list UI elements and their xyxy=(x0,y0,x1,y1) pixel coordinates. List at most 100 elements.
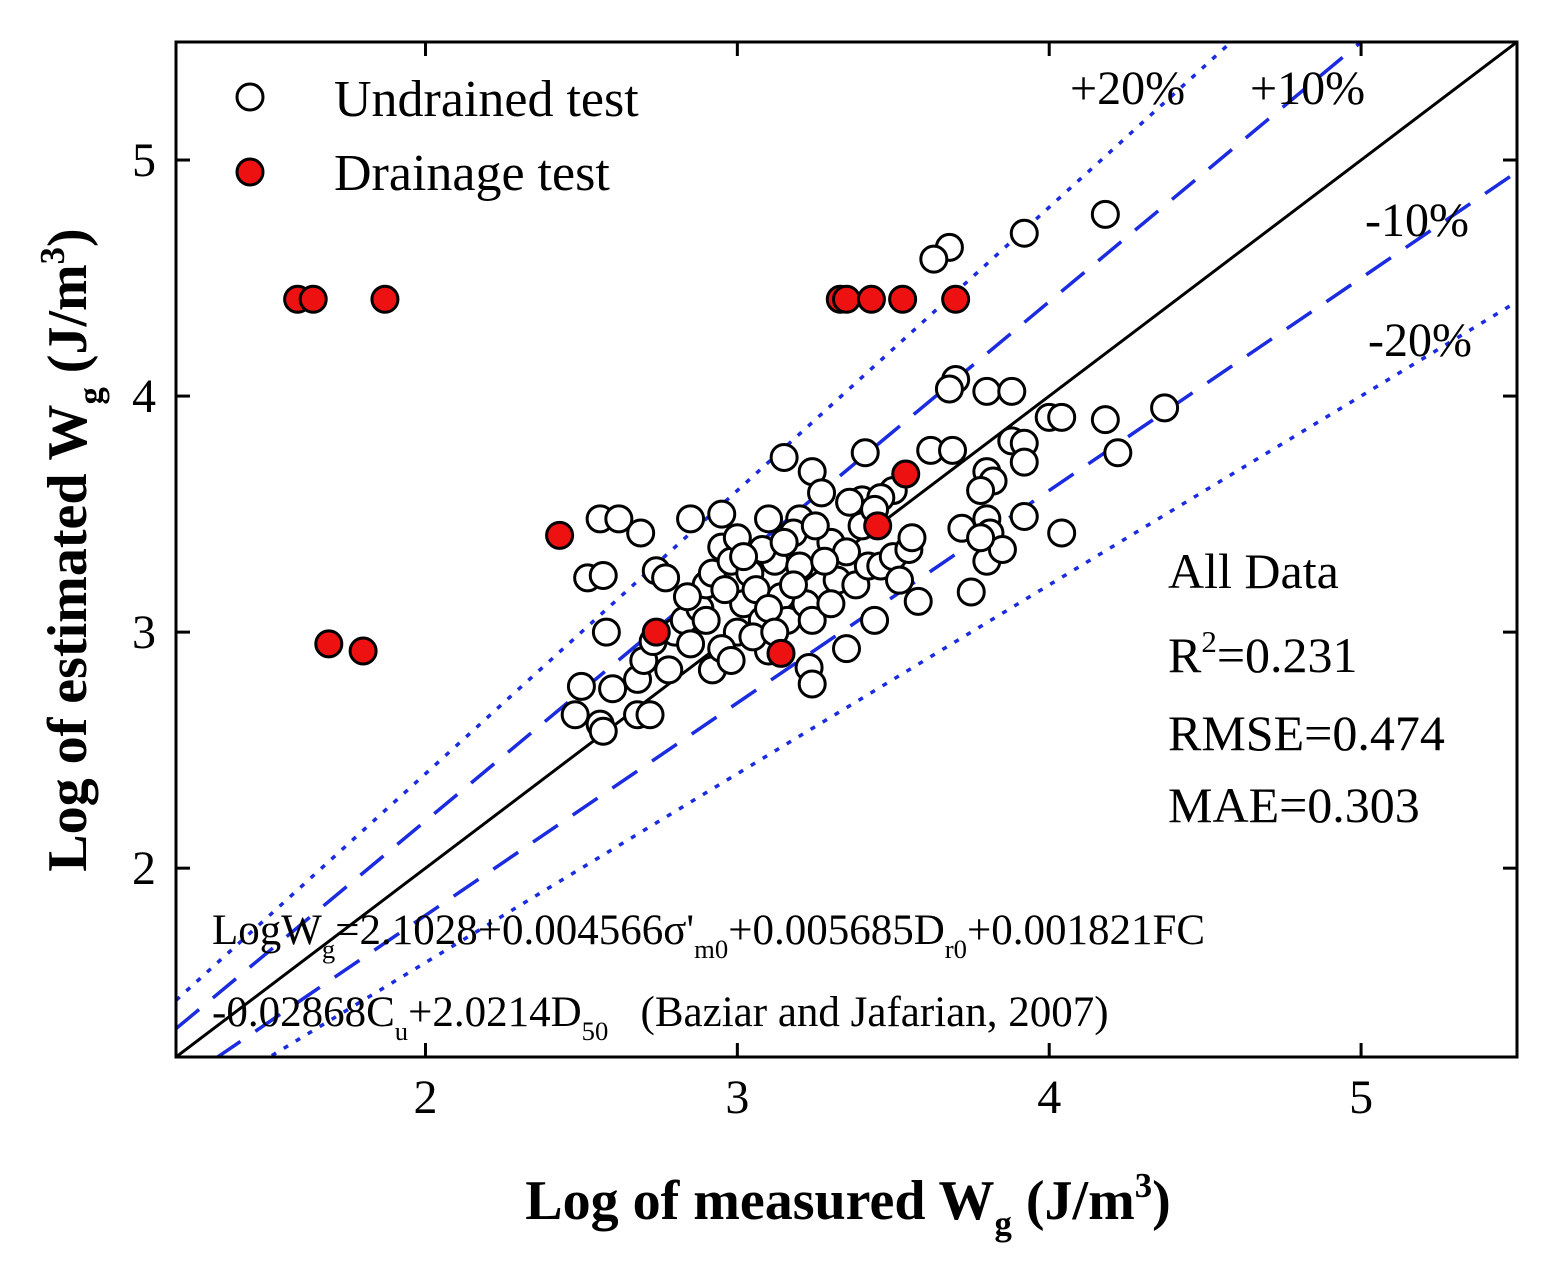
reference-line-minus10 xyxy=(214,170,1517,1057)
x-tick-label: 3 xyxy=(725,1071,749,1124)
undrained-point xyxy=(897,523,927,553)
y-title-main: Log of estimated W xyxy=(37,405,99,872)
formula-line-2-part: +2.0214D xyxy=(408,989,582,1036)
formula: LogWg=2.1028+0.004566σ'm0+0.005685Dr0+0.… xyxy=(212,907,1205,1046)
stats-r2-label: R xyxy=(1168,627,1202,683)
x-tick-label: 5 xyxy=(1349,1071,1373,1124)
undrained-point xyxy=(651,563,681,593)
data-points xyxy=(283,199,1180,746)
undrained-point xyxy=(707,499,737,529)
formula-line-2-part: 50 xyxy=(582,1016,609,1046)
stats-r2-sup: 2 xyxy=(1201,624,1217,659)
legend: Undrained test Drainage test xyxy=(235,71,639,202)
stats-r2-value: =0.231 xyxy=(1217,627,1358,683)
x-title-main: Log of measured W xyxy=(525,1170,994,1232)
undrained-point xyxy=(1009,447,1039,477)
x-tick-label: 2 xyxy=(413,1071,437,1124)
undrained-point xyxy=(566,671,596,701)
formula-line-1-part: =2.1028+0.004566σ' xyxy=(335,907,694,954)
drainage-point xyxy=(370,284,400,314)
drainage-point xyxy=(888,284,918,314)
undrained-point xyxy=(850,438,880,468)
drainage-point xyxy=(766,638,796,668)
undrained-point xyxy=(676,629,706,659)
x-title-sup: 3 xyxy=(1135,1166,1152,1205)
x-title-sub: g xyxy=(995,1204,1013,1243)
stats-mae: MAE=0.303 xyxy=(1168,777,1420,833)
stats-block: All Data R2=0.231 RMSE=0.474 MAE=0.303 xyxy=(1168,543,1445,833)
band-label-plus10: +10% xyxy=(1250,62,1365,115)
plot-frame xyxy=(174,40,1519,1059)
undrained-point xyxy=(1009,501,1039,531)
formula-line-1: LogWg=2.1028+0.004566σ'm0+0.005685Dr0+0.… xyxy=(212,907,1205,964)
undrained-point xyxy=(672,582,702,612)
undrained-point xyxy=(938,435,968,465)
drainage-point xyxy=(348,636,378,666)
undrained-point xyxy=(1047,402,1077,432)
undrained-point xyxy=(769,527,799,557)
legend-label-undrained: Undrained test xyxy=(334,71,639,128)
undrained-point xyxy=(1090,405,1120,435)
undrained-point xyxy=(934,374,964,404)
band-label-plus20: +20% xyxy=(1070,62,1185,115)
undrained-point xyxy=(604,504,634,534)
reference-line-plus10 xyxy=(176,42,1364,1031)
x-tick-label: 4 xyxy=(1037,1071,1061,1124)
band-label-minus10: -10% xyxy=(1365,194,1469,247)
undrained-point xyxy=(654,655,684,685)
stats-title: All Data xyxy=(1168,543,1339,599)
formula-line-1-part: r0 xyxy=(945,934,967,964)
undrained-point xyxy=(635,700,665,730)
drainage-point xyxy=(545,520,575,550)
undrained-point xyxy=(987,535,1017,564)
undrained-point xyxy=(716,645,746,675)
formula-line-2-part: -0.02868C xyxy=(212,989,395,1036)
undrained-point xyxy=(1009,218,1039,248)
x-axis-title: Log of measured Wg (J/m3) xyxy=(525,1166,1171,1243)
undrained-point xyxy=(560,700,590,730)
formula-line-1-part: +0.001821FC xyxy=(967,907,1205,954)
undrained-point xyxy=(729,542,759,572)
undrained-point xyxy=(769,442,799,472)
undrained-point xyxy=(860,605,890,635)
drainage-point xyxy=(941,284,971,314)
y-title-sup: 3 xyxy=(33,247,72,264)
y-title-unit-a: (J/m xyxy=(37,264,99,387)
formula-line-2-part: u xyxy=(395,1016,408,1046)
band-label-minus20: -20% xyxy=(1368,314,1472,367)
drainage-point xyxy=(641,617,671,647)
undrained-point xyxy=(797,669,827,699)
formula-line-1-part: g xyxy=(322,934,335,964)
legend-marker-undrained xyxy=(235,82,265,112)
drainage-point xyxy=(863,511,893,541)
y-tick-label: 5 xyxy=(132,134,156,187)
reference-line-minus20 xyxy=(266,300,1517,1057)
undrained-point xyxy=(997,376,1027,406)
y-title-unit-b: ) xyxy=(37,228,99,247)
undrained-point xyxy=(676,504,706,534)
undrained-point xyxy=(1150,393,1180,423)
formula-line-1-part: LogW xyxy=(212,907,322,954)
undrained-point xyxy=(903,586,933,616)
undrained-point xyxy=(710,575,740,605)
undrained-point xyxy=(832,634,861,664)
y-tick-label: 2 xyxy=(132,842,156,895)
undrained-point xyxy=(956,577,986,607)
undrained-point xyxy=(966,523,996,553)
legend-marker-drainage xyxy=(235,157,265,187)
drainage-point xyxy=(891,459,921,489)
undrained-point xyxy=(588,716,618,746)
y-tick-label: 3 xyxy=(132,606,156,659)
x-title-unit-a: (J/m xyxy=(1012,1170,1135,1232)
undrained-point xyxy=(1047,518,1077,548)
stats-r2: R2=0.231 xyxy=(1168,624,1358,683)
undrained-point xyxy=(1103,438,1133,468)
formula-line-1-part: m0 xyxy=(694,934,728,964)
undrained-point xyxy=(972,376,1002,406)
undrained-point xyxy=(591,617,621,647)
undrained-point xyxy=(966,475,996,505)
undrained-point xyxy=(919,244,949,274)
drainage-point xyxy=(314,629,344,659)
undrained-point xyxy=(778,570,808,600)
formula-line-1-part: +0.005685D xyxy=(728,907,945,954)
